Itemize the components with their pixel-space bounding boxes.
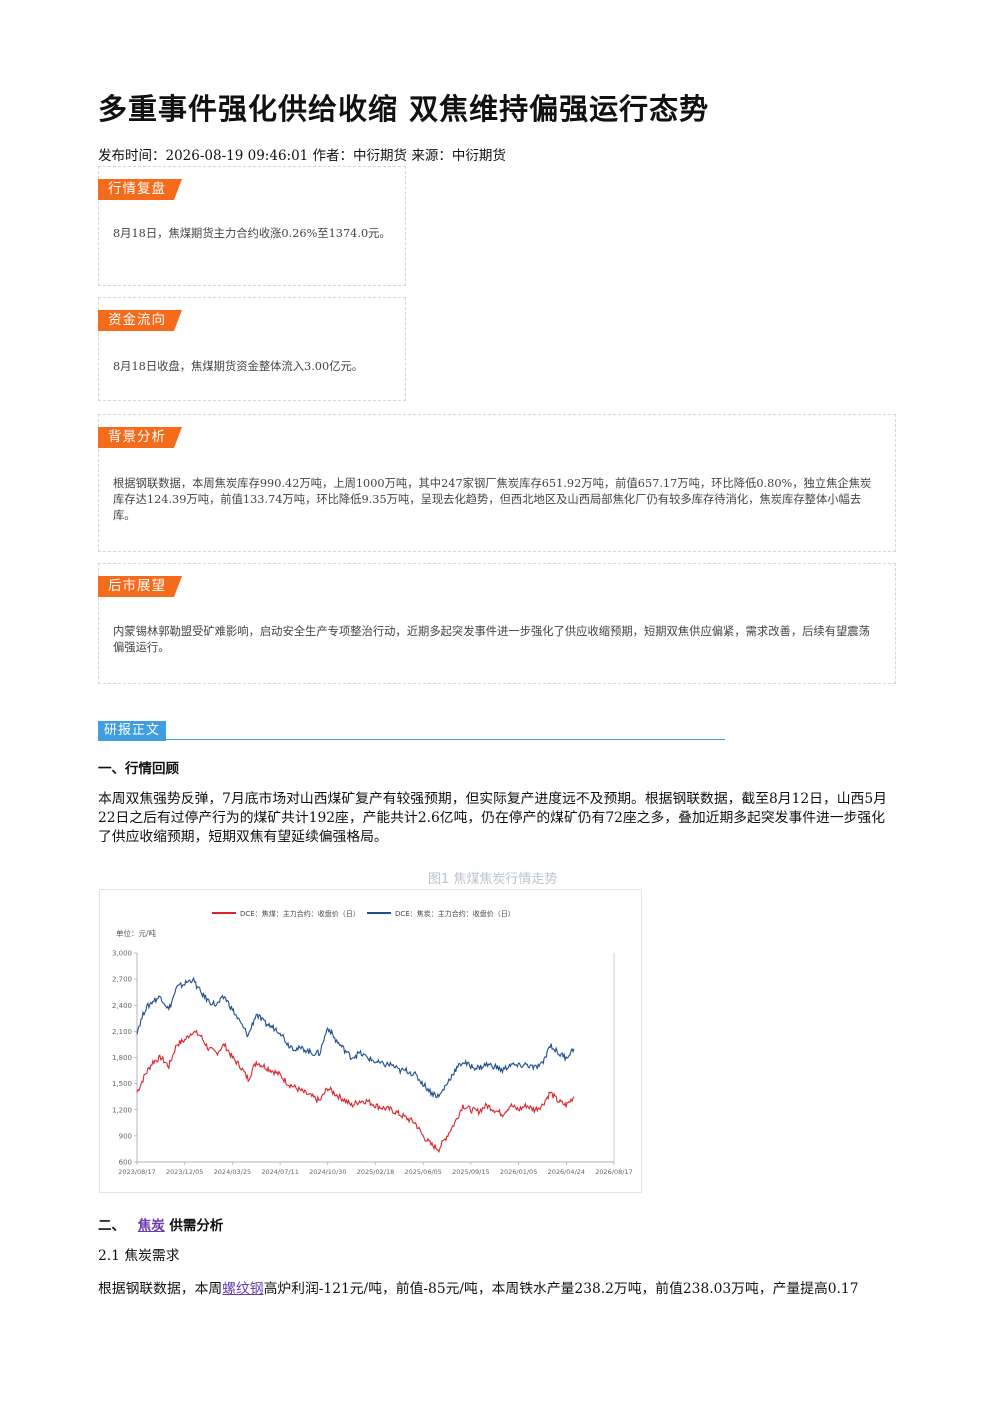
x-tick-label: 2023/12/05 [166, 1168, 203, 1176]
paragraph-market-review: 本周双焦强势反弹，7月底市场对山西煤矿复产有较强预期，但实际复产进度远不及预期。… [98, 791, 887, 845]
summary-box-capital-flow: 资金流向 8月18日收盘，焦煤期货资金整体流入3.00亿元。 [98, 297, 406, 401]
article-meta: 发布时间：2026-08-19 09:46:01 作者：中衍期货 来源：中衍期货 [98, 148, 506, 164]
x-tick-label: 2026/01/05 [500, 1168, 537, 1176]
section-divider [98, 739, 725, 740]
outlook-text: 内蒙锡林郭勒盟受矿难影响，启动安全生产专项整治行动，近期多起突发事件进一步强化了… [113, 625, 870, 654]
heading-prefix: 二、 [98, 1218, 125, 1234]
heading-suffix: 供需分析 [169, 1218, 224, 1234]
p2-suffix: 高炉利润-121元/吨，前值-85元/吨，本周铁水产量238.2万吨，前值238… [263, 1281, 859, 1297]
y-tick-label: 2,400 [112, 1002, 132, 1010]
summary-box-market-review: 行情复盘 8月18日，焦煤期货主力合约收涨0.26%至1374.0元。 [98, 166, 406, 286]
coal-coke-chart: 单位：元/吨 3,000 2,700 2,400 2,100 1,800 1,500 1,20… [99, 889, 642, 1193]
p2-prefix: 根据钢联数据，本周 [98, 1281, 223, 1297]
heading-coke-demand: 2.1 焦炭需求 [98, 1248, 180, 1264]
x-tick-label: 2024/07/11 [261, 1168, 298, 1176]
x-tick-label: 2025/06/05 [404, 1168, 441, 1176]
capital-flow-text: 8月18日收盘，焦煤期货资金整体流入3.00亿元。 [113, 360, 364, 373]
tag-capital-flow: 资金流向 [98, 310, 182, 331]
y-tick-label: 1,500 [112, 1080, 132, 1088]
legend-label: DCE：焦炭：主力合约：收盘价（日） [395, 909, 515, 918]
summary-box-outlook: 后市展望 内蒙锡林郭勒盟受矿难影响，启动安全生产专项整治行动，近期多起突发事件进… [98, 563, 896, 684]
y-tick-label: 1,200 [112, 1106, 132, 1114]
legend-label: DCE：焦煤：主力合约：收盘价（日） [240, 909, 360, 918]
market-review-text: 8月18日，焦煤期货主力合约收涨0.26%至1374.0元。 [113, 227, 391, 240]
x-tick-label: 2026/08/17 [595, 1168, 632, 1176]
series-line-coke [136, 976, 575, 1099]
x-tick-label: 2026/04/24 [548, 1168, 585, 1176]
y-tick-label: 3,000 [112, 950, 132, 958]
tag-background: 背景分析 [98, 427, 182, 448]
heading-supply-demand: 二、 焦炭 供需分析 [98, 1214, 223, 1234]
y-tick-label: 2,700 [112, 976, 132, 984]
x-tick-label: 2025/02/18 [357, 1168, 394, 1176]
rebar-link[interactable]: 螺纹钢 [222, 1281, 264, 1297]
report-section-header: 研报正文 [98, 721, 725, 741]
x-tick-label: 2023/08/17 [118, 1168, 155, 1176]
y-tick-label: 600 [119, 1159, 132, 1167]
article-title: 多重事件强化供给收缩 双焦维持偏强运行态势 [98, 92, 710, 126]
report-section-label: 研报正文 [98, 721, 167, 741]
series-line-coking-coal [136, 1029, 575, 1154]
tag-market-review: 行情复盘 [98, 179, 182, 200]
y-axis-label: 单位：元/吨 [116, 928, 157, 938]
x-tick-label: 2024/03/25 [214, 1168, 251, 1176]
coke-link[interactable]: 焦炭 [137, 1218, 165, 1234]
x-tick-label: 2024/10/30 [309, 1168, 346, 1176]
x-tick-label: 2025/09/15 [452, 1168, 489, 1176]
tag-outlook: 后市展望 [98, 576, 182, 597]
y-tick-label: 900 [119, 1132, 132, 1140]
summary-box-background: 背景分析 根据钢联数据，本周焦炭库存990.42万吨，上周1000万吨，其中24… [98, 414, 896, 552]
background-text: 根据钢联数据，本周焦炭库存990.42万吨，上周1000万吨，其中247家钢厂焦… [113, 477, 872, 522]
figure-caption: 图1 焦煤焦炭行情走势 [428, 872, 558, 887]
paragraph-coke-demand: 根据钢联数据，本周螺纹钢高炉利润-121元/吨，前值-85元/吨，本周铁水产量2… [98, 1280, 898, 1299]
heading-market-review: 一、行情回顾 [98, 761, 179, 777]
y-tick-label: 1,800 [112, 1054, 132, 1062]
y-tick-label: 2,100 [112, 1028, 132, 1036]
chart-svg: 单位：元/吨 3,000 2,700 2,400 2,100 1,800 1,500 1,20… [112, 909, 633, 1176]
